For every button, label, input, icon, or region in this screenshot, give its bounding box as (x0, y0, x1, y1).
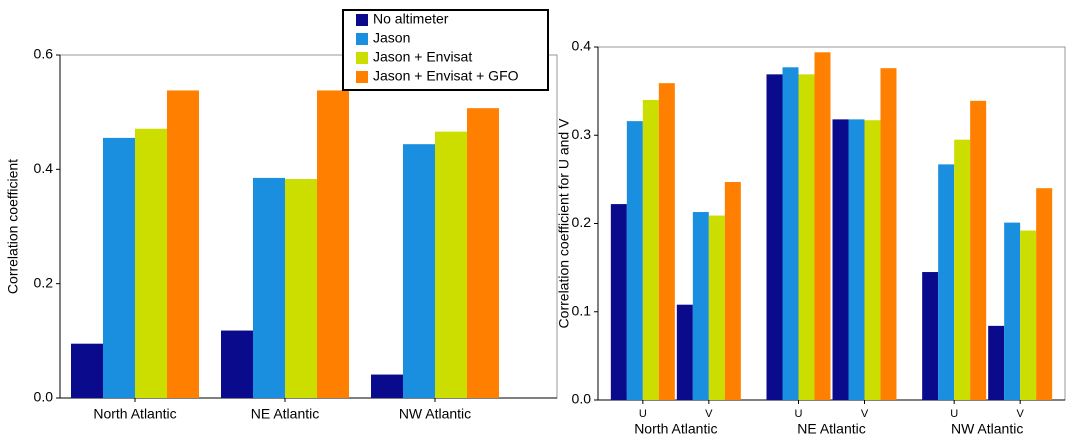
bar (848, 119, 865, 401)
bar (880, 68, 897, 401)
bar (988, 325, 1005, 400)
bar (938, 164, 955, 400)
bar (285, 179, 317, 398)
bar (135, 128, 167, 398)
x-tick-label: U (950, 408, 958, 420)
bar (435, 131, 467, 398)
x-tick-label: V (705, 408, 713, 420)
bar (221, 330, 253, 398)
legend-label: Jason + Envisat + GFO (373, 68, 519, 84)
legend-label: Jason (373, 30, 410, 46)
bar (922, 272, 939, 400)
y-tick-label: 0.2 (572, 214, 592, 230)
legend-box (342, 9, 549, 91)
bar (626, 121, 643, 400)
x-tick-label: NE Atlantic (251, 406, 319, 422)
y-tick-label: 0.0 (34, 389, 54, 405)
bar (167, 90, 199, 399)
bar (371, 374, 403, 398)
bar (692, 212, 709, 400)
bar (970, 100, 987, 401)
bar (954, 139, 971, 400)
bar (467, 108, 499, 398)
y-tick-label: 0.2 (34, 274, 54, 290)
bar (782, 67, 799, 401)
legend-label: Jason + Envisat (373, 49, 472, 65)
group-label: NE Atlantic (797, 421, 865, 437)
x-tick-label: U (639, 408, 647, 420)
bar (658, 83, 675, 401)
bar (814, 52, 831, 401)
x-tick-label: V (1016, 408, 1024, 420)
y-tick-label: 0.6 (34, 46, 54, 62)
y-axis-label: Correlation coefficient for U and V (556, 118, 572, 329)
bar (798, 74, 815, 401)
legend-swatch (356, 33, 368, 45)
y-tick-label: 0.4 (34, 160, 54, 176)
legend-label: No altimeter (373, 11, 449, 27)
bar (832, 119, 849, 401)
y-tick-label: 0.4 (572, 38, 592, 54)
bar (708, 215, 725, 400)
bar (317, 90, 349, 399)
group-label: North Atlantic (634, 421, 717, 437)
bar (766, 74, 783, 401)
x-tick-label: North Atlantic (93, 406, 176, 422)
bar (1004, 222, 1021, 400)
y-tick-label: 0.3 (572, 126, 592, 142)
y-axis-label: Correlation coefficient (5, 159, 21, 294)
bar (642, 99, 659, 400)
y-tick-label: 0.0 (572, 391, 592, 407)
bar (1036, 188, 1053, 400)
legend-swatch (356, 71, 368, 83)
bar (610, 204, 627, 400)
bar (724, 182, 741, 400)
legend-swatch (356, 52, 368, 64)
bar (864, 120, 881, 400)
y-tick-label: 0.1 (572, 302, 592, 318)
x-tick-label: NW Atlantic (399, 406, 471, 422)
bar (676, 304, 693, 400)
legend-swatch (356, 14, 368, 26)
bar (103, 137, 135, 398)
x-tick-label: U (795, 408, 803, 420)
x-tick-label: V (861, 408, 869, 420)
group-label: NW Atlantic (951, 421, 1023, 437)
bar (71, 343, 103, 398)
bar (253, 177, 285, 398)
bar (1020, 230, 1037, 400)
bar (403, 144, 435, 398)
